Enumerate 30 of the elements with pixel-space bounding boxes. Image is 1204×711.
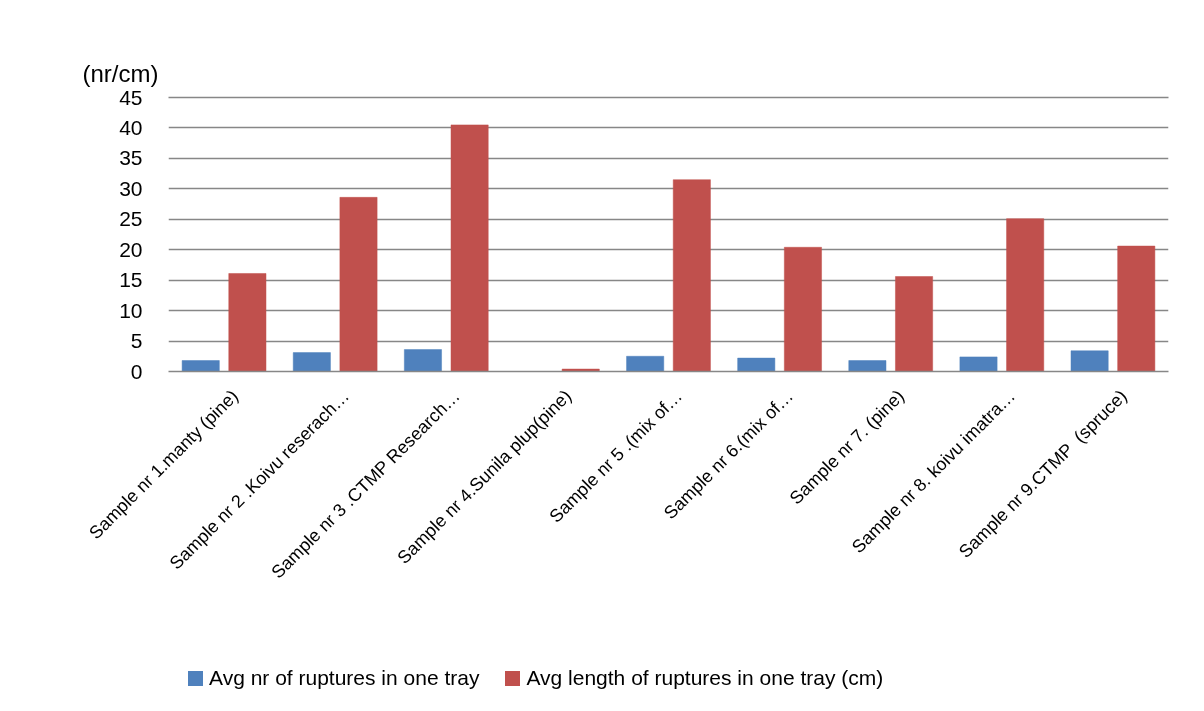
bar — [672, 179, 711, 372]
bar — [339, 197, 378, 372]
legend-label: Avg nr of ruptures in one tray — [209, 665, 480, 691]
bar — [626, 356, 665, 372]
y-axis-title: (nr/cm) — [82, 59, 159, 87]
bar — [737, 357, 776, 372]
y-tick-label: 25 — [119, 207, 143, 231]
bar — [228, 273, 267, 372]
y-tick-label: 35 — [119, 146, 143, 170]
bar — [1070, 350, 1109, 372]
bar — [292, 352, 331, 372]
bar — [561, 368, 600, 372]
y-tick-label: 45 — [119, 85, 143, 109]
y-tick-label: 30 — [119, 176, 143, 200]
y-tick-label: 0 — [130, 359, 143, 383]
y-tick-label: 15 — [119, 268, 143, 292]
y-tick-label: 5 — [130, 329, 143, 353]
bar — [450, 124, 489, 372]
bar — [895, 276, 933, 372]
bar — [1006, 218, 1045, 372]
y-tick-label: 20 — [119, 237, 143, 261]
y-tick-label: 40 — [119, 115, 143, 139]
bar — [784, 247, 822, 372]
y-tick-label: 10 — [119, 298, 143, 322]
bar — [959, 356, 998, 372]
legend-label: Avg length of ruptures in one tray (cm) — [526, 665, 884, 691]
bar — [181, 360, 220, 372]
bar — [404, 349, 442, 372]
bar — [1117, 245, 1156, 372]
bar — [848, 360, 887, 372]
